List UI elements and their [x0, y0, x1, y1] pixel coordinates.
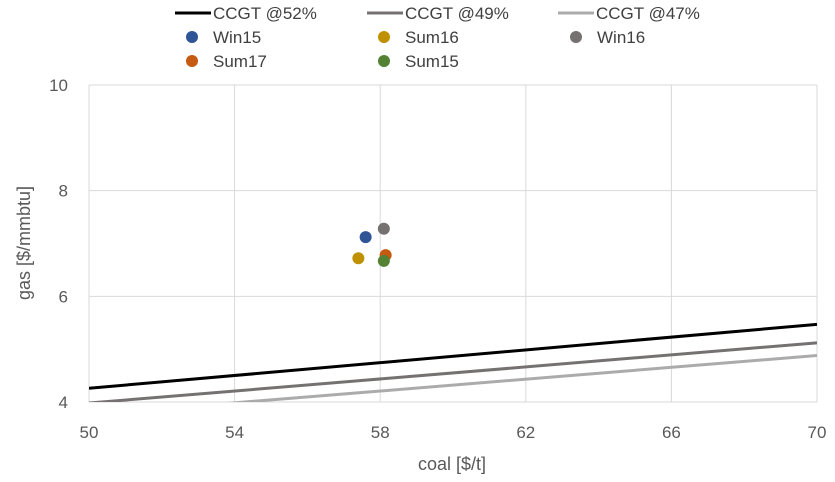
- x-tick-label-0: 50: [80, 423, 99, 442]
- x-tick-label-2: 58: [371, 423, 390, 442]
- scatter-point-win16: [377, 222, 390, 235]
- scatter-points: [352, 222, 392, 267]
- legend-label-line-2: CCGT @47%: [596, 4, 700, 23]
- scatter-point-sum15: [377, 254, 390, 267]
- y-tick-label-1: 6: [59, 287, 68, 306]
- legend-label-line-0: CCGT @52%: [213, 4, 317, 23]
- gridlines: [88, 84, 818, 403]
- legend-label-win16: Win16: [597, 28, 645, 47]
- legend: CCGT @52% CCGT @49% CCGT @47% Win15 Sum16 Win…: [175, 4, 700, 71]
- legend-label-sum15: Sum15: [405, 52, 459, 71]
- x-tick-label-5: 70: [808, 423, 827, 442]
- x-tick-label-4: 66: [662, 423, 681, 442]
- legend-label-line-1: CCGT @49%: [405, 4, 509, 23]
- x-axis-title: coal [$/t]: [418, 454, 486, 474]
- series-line-1: [89, 341, 817, 402]
- legend-swatch-sum17: [186, 55, 198, 67]
- scatter-point-sum16: [352, 252, 365, 265]
- legend-swatch-sum16: [378, 31, 390, 43]
- x-tick-label-1: 54: [225, 423, 244, 442]
- y-tick-label-3: 10: [49, 76, 68, 95]
- y-axis-title: gas [$/mmbtu]: [14, 186, 34, 300]
- y-tick-label-0: 4: [59, 393, 68, 412]
- x-tick-labels: 50 54 58 62 66 70: [80, 423, 827, 442]
- legend-label-sum16: Sum16: [405, 28, 459, 47]
- legend-label-sum17: Sum17: [213, 52, 267, 71]
- x-tick-label-3: 62: [516, 423, 535, 442]
- y-tick-labels: 4 6 8 10: [49, 76, 68, 412]
- legend-label-win15: Win15: [213, 28, 261, 47]
- series-lines: [89, 322, 817, 402]
- legend-swatch-win16: [570, 31, 582, 43]
- series-line-0: [89, 322, 817, 390]
- legend-swatch-sum15: [378, 55, 390, 67]
- legend-swatch-win15: [186, 31, 198, 43]
- scatter-point-win15: [359, 231, 372, 244]
- y-tick-label-2: 8: [59, 182, 68, 201]
- series-line-2: [226, 354, 817, 402]
